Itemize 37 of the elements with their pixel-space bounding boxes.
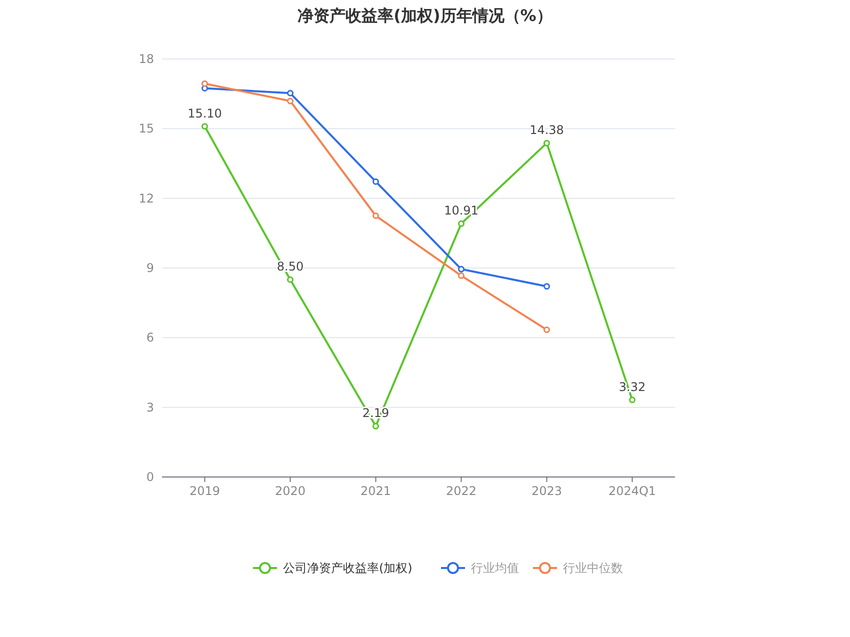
x-tick-label: 2023 (531, 484, 562, 498)
x-tick-label: 2024Q1 (608, 484, 656, 498)
point (372, 178, 379, 185)
data-label: 15.10 (188, 106, 222, 120)
point (202, 123, 208, 130)
legend-label: 行业中位数 (563, 561, 623, 575)
y-tick-label: 3 (146, 400, 154, 414)
legend-label: 行业均值 (471, 561, 519, 575)
point (544, 140, 550, 146)
point (458, 266, 464, 272)
point (372, 422, 379, 430)
x-tick-label: 2020 (274, 484, 306, 498)
y-tick-label: 6 (146, 330, 154, 345)
point (287, 98, 294, 104)
point (458, 272, 464, 279)
point (544, 326, 550, 334)
y-tick-label: 9 (146, 261, 154, 275)
y-tick-label: 18 (138, 52, 154, 66)
point (544, 283, 550, 290)
x-tick-label: 2019 (189, 484, 220, 498)
point (287, 90, 294, 96)
point (629, 396, 636, 404)
y-tick-label: 12 (138, 191, 154, 206)
point (287, 276, 294, 283)
x-tick-label: 2021 (360, 484, 392, 498)
y-tick-label: 0 (146, 470, 154, 484)
chart-title: 净资产收益率(加权)历年情况（%） (298, 6, 552, 25)
legend-item: 行业均值 (441, 561, 519, 575)
data-label: 14.38 (530, 123, 564, 138)
legend-item: 行业中位数 (533, 561, 623, 575)
point (458, 220, 464, 227)
point (372, 212, 379, 219)
x-tick-label: 2022 (446, 484, 477, 498)
legend-item: 公司净资产收益率(加权) (253, 561, 412, 575)
point (202, 80, 208, 87)
legend-label: 公司净资产收益率(加权) (283, 561, 412, 575)
y-tick-label: 15 (138, 122, 154, 136)
